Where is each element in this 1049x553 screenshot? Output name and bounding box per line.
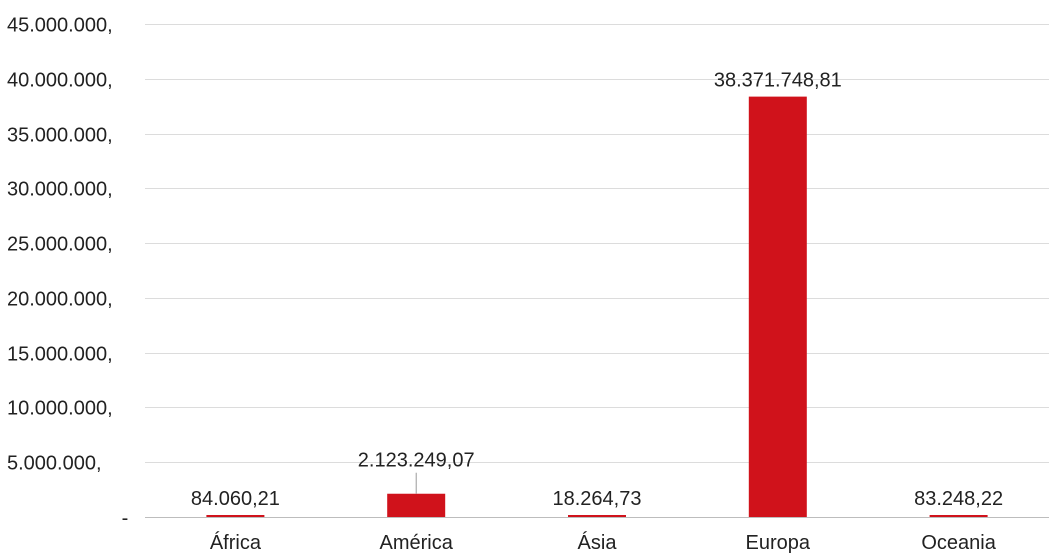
gridlines	[145, 24, 1049, 518]
category-label: Oceania	[921, 532, 996, 553]
data-label: 2.123.249,07	[358, 450, 475, 472]
y-tick-label: 35.000.000,	[7, 125, 113, 147]
x-axis-category-labels: África América Ásia Europa Oceania	[210, 531, 997, 553]
y-tick-label: 45.000.000,	[7, 15, 113, 37]
y-tick-label: 10.000.000,	[7, 398, 113, 420]
bar	[568, 515, 626, 517]
y-tick-label: 5.000.000,	[7, 453, 102, 475]
data-labels: 84.060,21 2.123.249,07 18.264,73 38.371.748…	[191, 70, 1003, 510]
y-tick-label: -	[122, 508, 129, 530]
y-tick-label: 15.000.000,	[7, 344, 113, 366]
category-label: Ásia	[578, 531, 618, 553]
data-label: 38.371.748,81	[714, 70, 842, 92]
y-tick-label: 25.000.000,	[7, 234, 113, 256]
category-label: África	[210, 531, 262, 553]
bar	[929, 515, 988, 517]
bars	[206, 96, 988, 517]
bar	[206, 515, 265, 517]
y-tick-label: 30.000.000,	[7, 179, 113, 201]
y-axis-tick-labels: - 5.000.000, 10.000.000, 15.000.000, 20.000.…	[7, 15, 128, 530]
data-label: 18.264,73	[553, 488, 642, 510]
category-label: Europa	[746, 532, 811, 553]
data-label: 83.248,22	[914, 488, 1003, 510]
category-label: América	[380, 532, 454, 553]
bar	[387, 493, 446, 517]
y-tick-label: 20.000.000,	[7, 289, 113, 311]
y-tick-label: 40.000.000,	[7, 70, 113, 92]
data-label: 84.060,21	[191, 488, 280, 510]
bar	[748, 96, 807, 517]
